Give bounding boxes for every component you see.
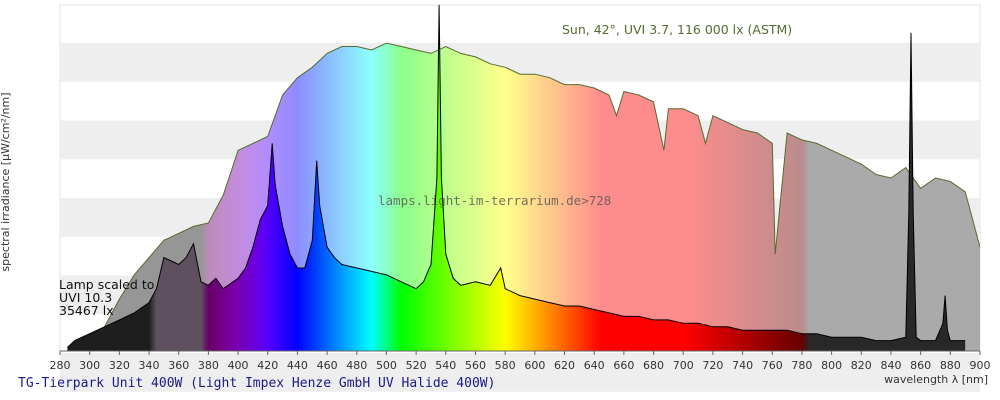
watermark-text: lamps.light-im-terrarium.de>728 [378, 193, 612, 208]
x-tick-label: 520 [406, 359, 427, 372]
x-tick-label: 360 [168, 359, 189, 372]
lamp-spectrum-line [67, 5, 966, 348]
x-axis-label: wavelength λ [nm] [884, 373, 988, 386]
x-tick-label: 680 [643, 359, 664, 372]
y-axis-label: spectral irradiance [µW/cm²/nm] [0, 92, 12, 272]
lamp-spectrum-area [67, 5, 966, 351]
x-tick-label: 740 [732, 359, 753, 372]
lamp-annotation-line-2: UVI 10.3 [59, 290, 113, 305]
sun-spectrum-line [81, 42, 980, 351]
x-tick-label: 660 [613, 359, 634, 372]
x-tick-label: 440 [287, 359, 308, 372]
x-tick-label: 460 [317, 359, 338, 372]
x-tick-label: 700 [673, 359, 694, 372]
grid-band [60, 353, 980, 392]
x-tick-label: 640 [584, 359, 605, 372]
lamp-annotation: Lamp scaled to UVI 10.3 35467 lx [59, 278, 154, 317]
x-axis-ticks: 280 300 320 340 360 380 400 420 440 460 480 500 520 5… [50, 351, 991, 372]
x-tick-label: 780 [791, 359, 812, 372]
x-tick-label: 860 [910, 359, 931, 372]
x-tick-label: 280 [50, 359, 71, 372]
x-tick-label: 300 [79, 359, 100, 372]
x-tick-label: 760 [762, 359, 783, 372]
x-tick-label: 340 [139, 359, 160, 372]
x-tick-label: 720 [702, 359, 723, 372]
x-tick-label: 380 [198, 359, 219, 372]
x-tick-label: 320 [109, 359, 130, 372]
x-tick-label: 560 [465, 359, 486, 372]
x-tick-label: 880 [940, 359, 961, 372]
x-tick-label: 600 [524, 359, 545, 372]
x-tick-label: 900 [970, 359, 991, 372]
lamp-annotation-line-3: 35467 lx [59, 303, 114, 318]
x-tick-label: 800 [821, 359, 842, 372]
lamp-annotation-line-1: Lamp scaled to [59, 277, 155, 292]
x-tick-label: 620 [554, 359, 575, 372]
x-tick-label: 580 [495, 359, 516, 372]
x-tick-label: 500 [376, 359, 397, 372]
x-tick-label: 820 [851, 359, 872, 372]
x-tick-label: 480 [346, 359, 367, 372]
x-tick-label: 400 [228, 359, 249, 372]
sun-annotation: Sun, 42°, UVI 3.7, 116 000 lx (ASTM) [562, 22, 793, 37]
x-tick-label: 420 [257, 359, 278, 372]
chart-caption: TG-Tierpark Unit 400W (Light Impex Henze… [18, 376, 496, 391]
x-tick-label: 840 [880, 359, 901, 372]
x-tick-label: 540 [435, 359, 456, 372]
